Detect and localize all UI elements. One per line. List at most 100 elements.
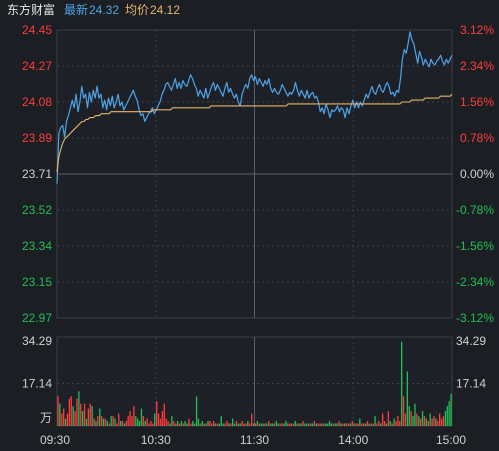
- volume-bar: [157, 413, 160, 426]
- volume-bar: [64, 418, 67, 426]
- volume-bar: [361, 423, 363, 426]
- volume-bar: [108, 423, 110, 426]
- volume-bar: [294, 421, 297, 426]
- volume-bar: [245, 423, 247, 426]
- volume-bar: [152, 423, 154, 426]
- volume-bar: [298, 423, 300, 426]
- volume-bar: [285, 421, 287, 426]
- volume-bar: [448, 401, 450, 426]
- volume-bar: [167, 421, 169, 426]
- volume-bar: [118, 413, 120, 426]
- volume-bar: [266, 423, 268, 426]
- percent-tick-label: -0.78%: [456, 203, 494, 217]
- time-tick-label: 10:30: [141, 433, 171, 447]
- volume-bar: [192, 421, 194, 426]
- volume-bar: [321, 423, 323, 426]
- volume-bar: [380, 423, 382, 426]
- volume-bar: [383, 421, 386, 426]
- volume-bar: [273, 423, 276, 426]
- volume-bar: [336, 423, 338, 426]
- volume-bar: [137, 418, 139, 426]
- volume-bar: [182, 423, 184, 426]
- price-tick-label: 22.97: [22, 311, 52, 325]
- volume-bar: [416, 413, 418, 426]
- volume-bar: [302, 421, 304, 426]
- percent-tick-label: -2.34%: [456, 275, 494, 289]
- volume-bar: [304, 423, 306, 426]
- volume-bar: [57, 396, 59, 426]
- volume-bar: [184, 421, 186, 426]
- volume-bar: [258, 423, 260, 426]
- volume-bar: [372, 423, 374, 426]
- volume-bar: [233, 423, 236, 426]
- average-price-line: [56, 93, 453, 173]
- volume-bar: [260, 423, 262, 426]
- percent-tick-label: 2.34%: [460, 59, 494, 73]
- volume-bar: [399, 421, 401, 426]
- volume-bar: [289, 423, 291, 426]
- volume-bar: [412, 416, 414, 426]
- volume-bar: [323, 423, 325, 426]
- volume-bar: [159, 418, 162, 426]
- volume-bar: [444, 411, 447, 426]
- volume-bar: [275, 421, 278, 426]
- volume-bar: [91, 406, 93, 426]
- volume-bar: [264, 423, 266, 426]
- volume-bar: [442, 416, 445, 426]
- time-tick-label: 14:00: [338, 433, 368, 447]
- volume-bar: [220, 416, 222, 426]
- volume-bar: [63, 408, 65, 426]
- volume-bar: [176, 421, 179, 426]
- volume-bar: [195, 396, 198, 426]
- volume-bar: [165, 418, 167, 426]
- volume-bar: [59, 403, 61, 426]
- time-tick-label: 11:30: [240, 433, 269, 447]
- percent-tick-label: -1.56%: [456, 239, 494, 253]
- volume-bar: [330, 423, 333, 426]
- volume-bar: [351, 421, 353, 426]
- volume-bar: [376, 423, 378, 426]
- volume-bar: [328, 421, 331, 426]
- volume-bar: [142, 416, 145, 426]
- percent-tick-label: -3.12%: [456, 311, 494, 325]
- volume-bar: [363, 423, 365, 426]
- volume-bar: [391, 423, 393, 426]
- volume-bar: [393, 418, 395, 426]
- percent-tick-label: 1.56%: [460, 95, 494, 109]
- volume-bar: [251, 413, 253, 426]
- volume-bar: [440, 418, 443, 426]
- volume-bar: [427, 421, 429, 426]
- volume-bar: [61, 413, 63, 426]
- avg-value: 24.12: [150, 3, 181, 17]
- volume-bar: [387, 411, 390, 426]
- volume-bar: [300, 423, 302, 426]
- volume-bar: [70, 396, 72, 426]
- volume-bar: [224, 423, 226, 426]
- volume-bar: [163, 403, 165, 426]
- volume-bar: [205, 423, 207, 426]
- latest-label: 最新: [64, 3, 89, 17]
- volume-bar: [95, 421, 97, 426]
- volume-bar: [101, 416, 103, 426]
- volume-bar: [186, 423, 188, 426]
- volume-bar: [87, 408, 90, 426]
- volume-bar: [173, 421, 175, 426]
- stock-name[interactable]: 东方财富: [7, 3, 56, 17]
- volume-bar: [201, 421, 203, 426]
- volume-bar: [89, 403, 91, 426]
- volume-bar: [317, 423, 319, 426]
- volume-bar: [116, 423, 118, 426]
- volume-bar: [425, 418, 428, 426]
- volume-bar: [80, 403, 82, 426]
- volume-bar: [296, 423, 298, 426]
- volume-bar: [340, 423, 342, 426]
- volume-bar: [218, 423, 221, 426]
- volume-bar: [123, 423, 126, 426]
- percent-tick-label: 0.00%: [460, 167, 494, 181]
- volume-bar: [226, 421, 228, 426]
- price-tick-label: 24.27: [22, 59, 52, 73]
- volume-bar: [148, 423, 150, 426]
- avg-label: 均价: [125, 3, 150, 17]
- volume-bar: [213, 421, 215, 426]
